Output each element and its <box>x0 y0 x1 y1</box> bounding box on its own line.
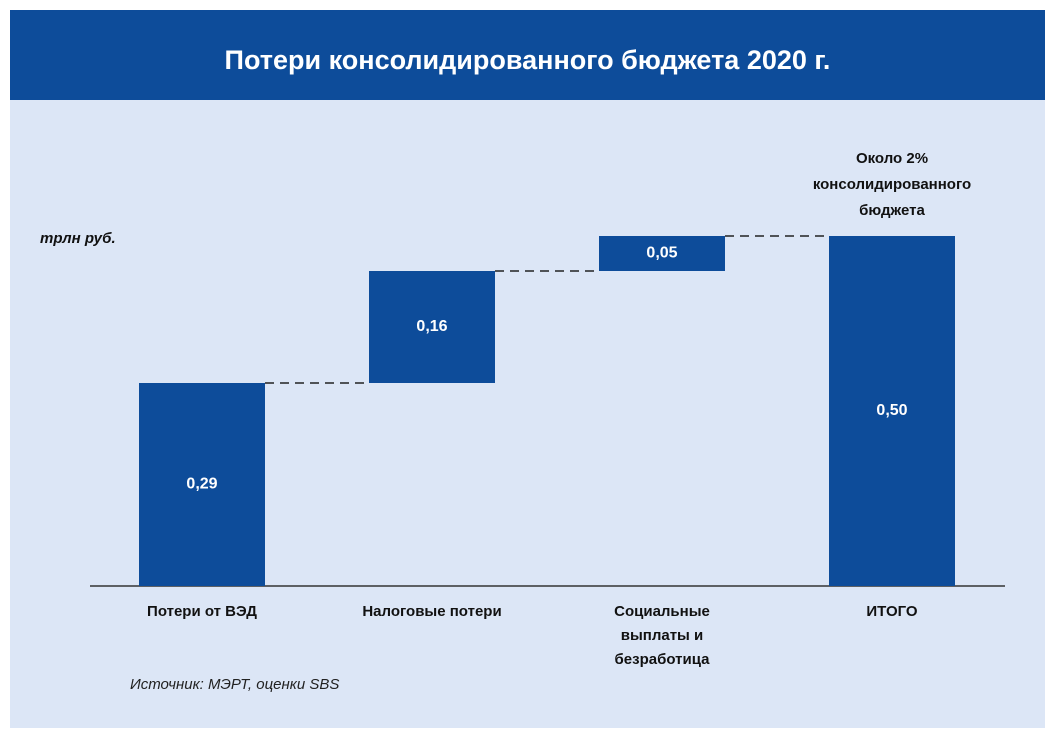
value-label: 0,50 <box>876 402 907 419</box>
chart-title: Потери консолидированного бюджета 2020 г… <box>224 45 831 75</box>
value-label: 0,05 <box>646 245 677 262</box>
x-tick-label: Налоговые потери <box>362 603 502 620</box>
annotation: Около 2% консолидированного бюджета <box>812 150 972 219</box>
value-label: 0,29 <box>186 476 217 493</box>
bar <box>599 236 725 271</box>
bar <box>829 236 955 586</box>
bar <box>369 271 495 383</box>
header <box>10 10 1045 100</box>
value-label: 0,16 <box>416 318 447 335</box>
bar <box>139 383 265 586</box>
x-tick-label: ИТОГО <box>866 603 918 620</box>
source: Источник: МЭРТ, оценки SBS <box>130 676 340 693</box>
unit-label: трлн руб. <box>40 230 116 247</box>
x-tick-label: Социальные выплаты и безработица <box>614 603 710 668</box>
x-tick-label: Потери от ВЭД <box>147 603 257 620</box>
